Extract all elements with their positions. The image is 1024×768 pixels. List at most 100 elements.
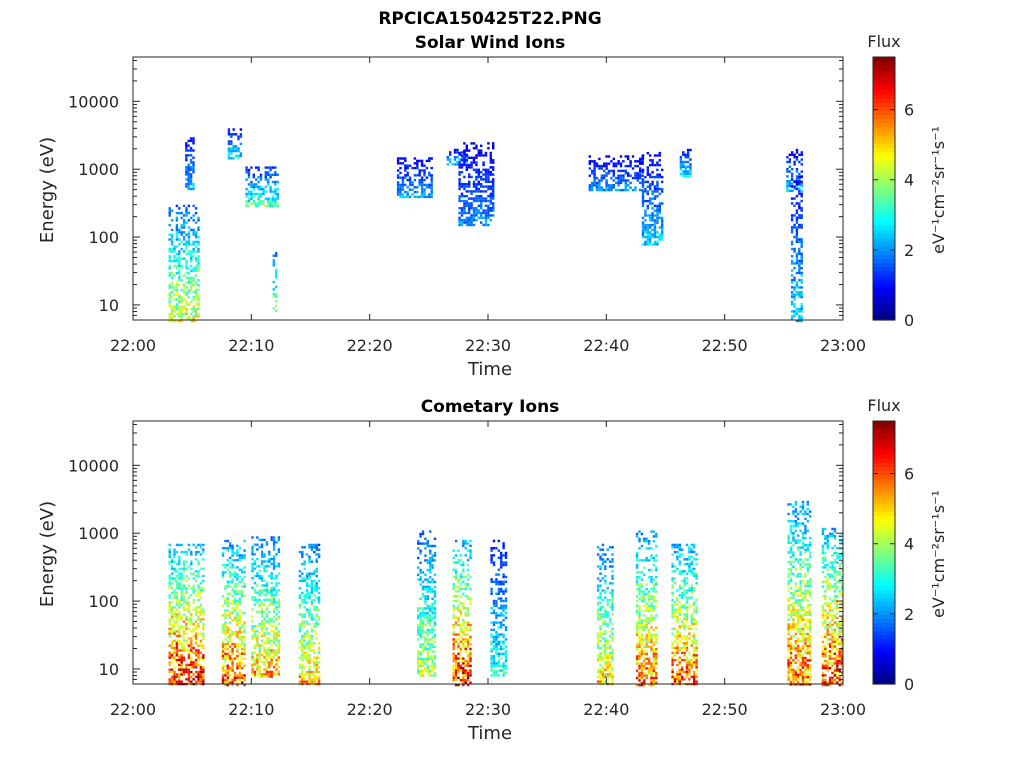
heatmap-cell bbox=[168, 319, 171, 323]
heatmap-cell bbox=[489, 197, 492, 200]
heatmap-cell bbox=[484, 221, 488, 224]
heatmap-cell bbox=[221, 604, 225, 607]
heatmap-cell bbox=[610, 176, 613, 180]
heatmap-cell bbox=[656, 219, 659, 222]
heatmap-cell bbox=[653, 190, 657, 193]
heatmap-cell bbox=[272, 565, 276, 568]
heatmap-cell bbox=[272, 665, 276, 669]
heatmap-cell bbox=[426, 604, 429, 608]
heatmap-cell bbox=[226, 674, 229, 677]
heatmap-cell bbox=[595, 184, 599, 187]
heatmap-cell bbox=[270, 538, 273, 542]
heatmap-cell bbox=[468, 221, 471, 224]
heatmap-cell bbox=[426, 585, 429, 588]
heatmap-cell bbox=[611, 591, 614, 595]
heatmap-cell bbox=[233, 566, 237, 569]
heatmap-cell bbox=[180, 572, 183, 575]
heatmap-cell bbox=[180, 574, 183, 578]
heatmap-cell bbox=[683, 646, 686, 650]
heatmap-cell bbox=[175, 622, 179, 626]
heatmap-cell bbox=[173, 675, 176, 679]
heatmap-cell bbox=[298, 550, 302, 554]
heatmap-cell bbox=[202, 613, 205, 616]
heatmap-cell bbox=[789, 592, 793, 595]
heatmap-cell bbox=[653, 185, 657, 188]
heatmap-cell bbox=[258, 569, 261, 573]
colorbar-strip bbox=[873, 295, 895, 301]
heatmap-cell bbox=[472, 159, 476, 162]
heatmap-cell bbox=[480, 214, 483, 217]
heatmap-cell bbox=[604, 644, 607, 647]
heatmap-cell bbox=[192, 185, 195, 188]
heatmap-cell bbox=[270, 536, 273, 539]
heatmap-cell bbox=[661, 238, 664, 241]
heatmap-cell bbox=[178, 642, 181, 645]
heatmap-cell bbox=[599, 565, 602, 568]
heatmap-cell bbox=[258, 625, 261, 628]
heatmap-cell bbox=[787, 640, 790, 643]
heatmap-cell bbox=[190, 281, 193, 284]
heatmap-cell bbox=[275, 300, 278, 303]
heatmap-cell bbox=[241, 662, 244, 665]
heatmap-cell bbox=[253, 598, 257, 602]
heatmap-cell bbox=[245, 200, 248, 203]
heatmap-cell bbox=[232, 147, 235, 150]
heatmap-cell bbox=[492, 674, 496, 677]
heatmap-cell bbox=[655, 583, 658, 586]
heatmap-cell bbox=[308, 622, 311, 626]
heatmap-cell bbox=[681, 675, 684, 679]
heatmap-cell bbox=[645, 604, 648, 608]
heatmap-cell bbox=[226, 559, 229, 562]
heatmap-cell bbox=[229, 655, 232, 658]
heatmap-cell bbox=[241, 657, 244, 660]
heatmap-cell bbox=[298, 586, 302, 590]
heatmap-cell bbox=[418, 174, 421, 177]
heatmap-cell bbox=[678, 555, 681, 559]
heatmap-cell bbox=[190, 649, 193, 652]
heatmap-cell bbox=[257, 200, 260, 203]
heatmap-cell bbox=[180, 307, 183, 311]
heatmap-cell bbox=[793, 262, 796, 265]
heatmap-cell bbox=[681, 548, 684, 551]
heatmap-cell bbox=[182, 644, 186, 647]
heatmap-cell bbox=[310, 548, 314, 551]
heatmap-cell bbox=[202, 656, 205, 659]
heatmap-cell bbox=[190, 651, 193, 655]
heatmap-cell bbox=[683, 670, 686, 674]
heatmap-cell bbox=[676, 567, 679, 571]
heatmap-cell bbox=[192, 182, 195, 186]
heatmap-cell bbox=[305, 596, 309, 599]
heatmap-cell bbox=[185, 182, 188, 186]
heatmap-cell bbox=[502, 573, 505, 576]
heatmap-cell bbox=[185, 211, 188, 215]
heatmap-cell bbox=[599, 630, 602, 633]
heatmap-cell bbox=[175, 586, 179, 590]
heatmap-cell bbox=[611, 680, 614, 683]
heatmap-cell bbox=[617, 176, 620, 180]
heatmap-cell bbox=[464, 587, 467, 591]
heatmap-cell bbox=[231, 619, 234, 622]
heatmap-cell bbox=[462, 674, 465, 677]
heatmap-cell bbox=[504, 551, 508, 555]
heatmap-cell bbox=[459, 559, 463, 562]
heatmap-cell bbox=[652, 669, 656, 672]
heatmap-cell bbox=[270, 629, 273, 633]
heatmap-cell bbox=[202, 644, 205, 647]
heatmap-cell bbox=[599, 670, 602, 674]
heatmap-cell bbox=[267, 178, 270, 181]
heatmap-cell bbox=[788, 180, 791, 183]
heatmap-cell bbox=[477, 149, 480, 152]
heatmap-cell bbox=[313, 656, 316, 659]
heatmap-cell bbox=[789, 541, 793, 544]
heatmap-cell bbox=[611, 637, 614, 640]
heatmap-cell bbox=[688, 567, 691, 571]
heatmap-cell bbox=[651, 202, 654, 205]
heatmap-cell bbox=[502, 674, 505, 677]
heatmap-cell bbox=[671, 646, 674, 650]
heatmap-cell bbox=[419, 614, 422, 617]
heatmap-cell bbox=[199, 673, 203, 676]
heatmap-cell bbox=[197, 216, 200, 220]
heatmap-cell bbox=[413, 166, 417, 170]
heatmap-cell bbox=[497, 652, 500, 655]
heatmap-cell bbox=[305, 656, 309, 659]
